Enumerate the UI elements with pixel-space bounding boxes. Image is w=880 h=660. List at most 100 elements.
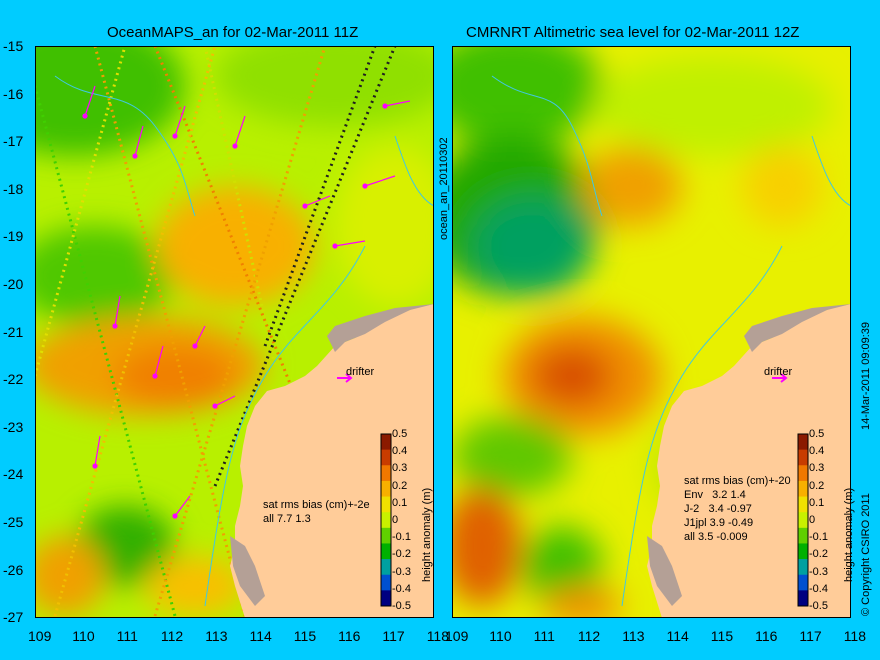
colorbar-segment [798,574,808,591]
left-map-frame [35,46,434,618]
colorbar-segment [381,449,391,466]
coast-shelf [230,304,434,606]
lon-tick-label: 116 [755,628,778,644]
lon-tick-label: 117 [382,628,405,644]
colorbar-frame [380,433,392,607]
colorbar-tick-label: -0.5 [809,600,828,612]
colorbar-segment [798,465,808,482]
lat-tick-label: -26 [3,561,24,578]
left-drifter-label: drifter [346,366,375,378]
lat-tick-label: -18 [3,180,24,197]
lat-tick-label: -19 [3,228,24,245]
left-colorbar-title: height anomaly (m) [421,487,433,582]
colorbar-tick-label: -0.4 [809,582,828,595]
lon-tick-label: 117 [799,628,822,644]
lon-tick-label: 111 [116,628,138,644]
colorbar-tick-label: -0.1 [809,531,828,544]
colorbar-segment [798,543,808,560]
lon-tick-label: 118 [426,628,450,644]
drifter-arrows [82,85,411,519]
colorbar-tick-label: -0.2 [809,548,828,561]
lon-tick-label: 113 [622,628,645,644]
colorbar-tick-label: -0.1 [392,531,411,544]
lat-tick-label: -16 [3,85,24,102]
right-map-frame [452,46,851,618]
colorbar-tick-label: -0.2 [392,548,411,561]
colorbar-tick-label: 0.4 [392,445,408,458]
copyright-text: © Copyright CSIRO 2011 [860,493,872,616]
left-map-panel: drifter sat rms bias (cm)+-2e all 7.7 1.… [35,46,434,618]
colorbar-segment [381,574,391,591]
colorbar-segment [798,559,808,576]
colorbar-segment [381,559,391,576]
colorbar-segment [798,512,808,529]
colorbar-tick-label: 0.1 [392,496,408,509]
colorbar-tick-label: 0 [392,514,399,526]
right-map-svg [452,46,851,618]
lon-tick-label: 115 [293,628,317,644]
lon-tick-label: 112 [577,628,601,644]
colorbar-tick-label: 0 [809,514,816,526]
colorbar-segment [381,512,391,529]
lon-tick-label: 110 [72,628,95,644]
colorbar-tick-label: 0.2 [809,479,825,492]
colorbar-segment [798,590,808,607]
colorbar-segment [381,590,391,607]
right-map-panel: drifter sat rms bias (cm)+-20 Env 3.2 1.… [452,46,851,618]
left-stats-row: all 7.7 1.3 [263,513,311,525]
drifter-legend-arrow [337,373,353,383]
lon-tick-label: 111 [533,628,555,644]
right-drifter-label: drifter [764,366,793,378]
lon-tick-label: 114 [249,628,272,644]
colorbar-segment [798,480,808,498]
lon-tick-label: 109 [28,628,52,644]
colorbar-segment [381,496,391,513]
lon-tick-label: 110 [489,628,512,644]
colorbar-segment [798,434,808,451]
lon-tick-label: 115 [710,628,734,644]
colorbar-segment [381,434,391,451]
satellite-tracks [35,46,397,617]
colorbar-tick-label: 0.2 [392,479,408,492]
colorbar-tick-label: 0.5 [809,428,825,440]
colorbar-tick-label: -0.5 [392,600,411,612]
coast-shelf [647,304,851,606]
right-colorbar-title: height anomaly (m) [843,487,855,582]
lon-tick-label: 114 [666,628,689,644]
right-stats-row: Env 3.2 1.4 [684,489,746,501]
lat-tick-label: -21 [3,323,24,340]
right-stats-row: J-2 3.4 -0.97 [684,503,752,515]
colorbar-tick-label: 0.3 [809,462,825,475]
left-stats-header: sat rms bias (cm)+-2e [263,499,370,511]
lat-tick-label: -27 [3,609,24,626]
colorbar-tick-label: -0.3 [809,565,828,578]
colorbar-tick-label: 0.5 [392,428,408,440]
lat-tick-label: -25 [3,514,24,530]
colorbar-frame [797,433,809,607]
left-side-label: ocean_an_20110302 [438,137,450,240]
colorbar-tick-label: -0.4 [392,582,411,595]
bathymetry-contours [491,75,851,607]
right-stats-header: sat rms bias (cm)+-20 [684,475,791,487]
drifter-legend-arrow [772,373,788,383]
left-map-svg [35,46,434,618]
bathymetry-contours [54,75,434,607]
colorbar-segment [798,527,808,544]
left-map-title: OceanMAPS_an for 02-Mar-2011 11Z [107,24,359,41]
lat-tick-label: -22 [3,371,24,388]
colorbar-segment [381,527,391,544]
colorbar-segment [798,449,808,466]
timestamp-text: 14-Mar-2011 09:09:39 [860,321,872,430]
colorbar-tick-label: 0.4 [809,445,825,458]
right-stats-row: J1jpl 3.9 -0.49 [684,517,754,529]
colorbar-segment [798,496,808,513]
lat-tick-label: -15 [3,38,24,54]
colorbar-segment [381,480,391,498]
colorbar-tick-label: -0.3 [392,565,411,578]
colorbar-segment [381,543,391,560]
lat-tick-label: -20 [3,276,24,292]
lon-tick-label: 112 [160,628,184,644]
left-colorbar [380,433,392,607]
right-stats-row: all 3.5 -0.009 [684,531,748,543]
lat-tick-label: -24 [3,466,24,483]
